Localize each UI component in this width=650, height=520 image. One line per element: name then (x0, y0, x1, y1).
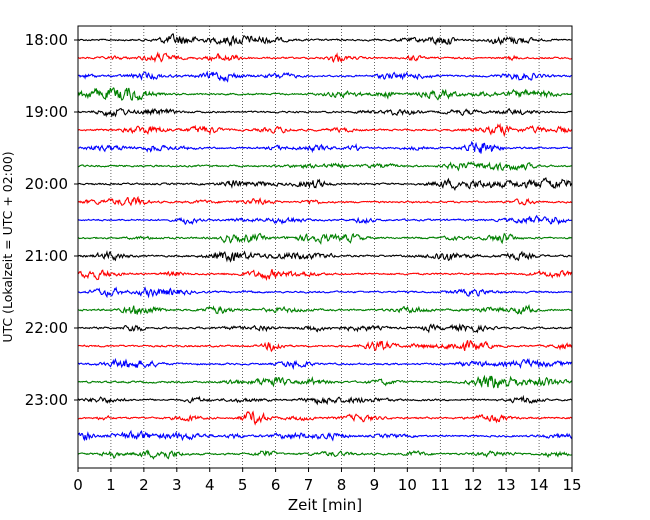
y-tick-label-1900: 19:00 (25, 103, 68, 121)
trace-line-10 (77, 195, 573, 207)
plot-frame (77, 25, 573, 469)
trace-line-6 (77, 122, 573, 138)
y-tick-label-2200: 22:00 (25, 319, 68, 337)
trace-line-22 (77, 410, 573, 426)
x-tick-label-10: 10 (398, 476, 417, 494)
trace-line-4 (77, 87, 573, 101)
x-tick-label-5: 5 (238, 476, 248, 494)
x-tick-label-0: 0 (73, 476, 83, 494)
y-axis-ticks: 18:00 19:00 20:00 21:00 22:00 23:00 (25, 31, 78, 409)
x-tick-label-2: 2 (139, 476, 149, 494)
trace-line-2 (77, 51, 573, 64)
trace-line-17 (77, 323, 573, 334)
trace-line-13 (77, 250, 573, 263)
x-tick-label-14: 14 (530, 476, 549, 494)
trace-line-16 (77, 304, 573, 315)
x-tick-label-4: 4 (205, 476, 215, 494)
trace-lines (77, 33, 573, 460)
y-tick-label-2100: 21:00 (25, 247, 68, 265)
x-tick-label-7: 7 (304, 476, 314, 494)
trace-line-7 (77, 140, 573, 154)
trace-line-19 (77, 357, 573, 370)
trace-line-18 (77, 339, 573, 353)
x-axis-label: Zeit [min] (288, 496, 362, 514)
x-tick-label-3: 3 (172, 476, 182, 494)
trace-line-1 (77, 33, 573, 47)
trace-line-12 (77, 232, 573, 245)
x-tick-label-12: 12 (464, 476, 483, 494)
y-tick-label-1800: 18:00 (25, 31, 68, 49)
trace-line-11 (77, 214, 573, 226)
trace-line-14 (77, 269, 573, 282)
trace-line-21 (77, 394, 573, 406)
trace-line-9 (77, 177, 573, 191)
y-tick-label-2300: 23:00 (25, 391, 68, 409)
y-axis-label: UTC (Lokalzeit = UTC + 02:00) (0, 151, 15, 342)
trace-line-23 (77, 429, 573, 442)
trace-line-8 (77, 161, 573, 172)
x-tick-label-11: 11 (431, 476, 450, 494)
trace-line-20 (77, 374, 573, 389)
trace-line-3 (77, 70, 573, 83)
x-tick-label-6: 6 (271, 476, 281, 494)
x-tick-label-8: 8 (337, 476, 347, 494)
trace-line-5 (77, 107, 573, 118)
x-tick-label-15: 15 (562, 476, 581, 494)
trace-line-15 (77, 286, 573, 299)
trace-line-24 (77, 449, 573, 460)
x-axis-ticks: 0 1 2 3 4 5 6 7 8 9 10 11 12 13 14 15 (73, 468, 582, 494)
x-tick-label-9: 9 (370, 476, 380, 494)
x-tick-label-1: 1 (106, 476, 116, 494)
x-tick-label-13: 13 (497, 476, 516, 494)
y-tick-label-2000: 20:00 (25, 175, 68, 193)
